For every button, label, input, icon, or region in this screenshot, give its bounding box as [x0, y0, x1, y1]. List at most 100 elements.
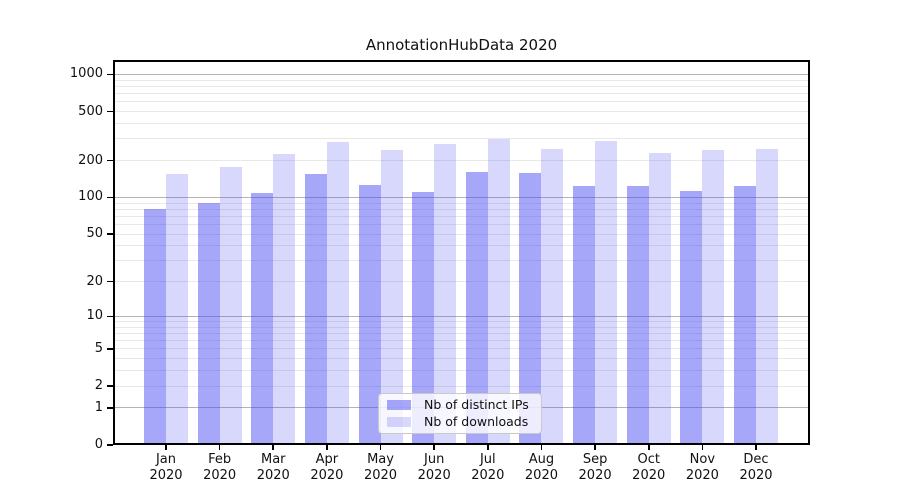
legend: Nb of distinct IPs Nb of downloads [378, 393, 542, 434]
x-tick-label-month: Mar [261, 452, 286, 467]
bar-downloads-jan [166, 174, 188, 445]
chart-title: AnnotationHubData 2020 [365, 36, 558, 54]
x-tick-label-month: Jan [155, 452, 177, 467]
bar-distinct-ips-nov [680, 191, 703, 445]
x-tick-label-year: 2020 [310, 468, 344, 483]
y-tick-mark [107, 159, 113, 162]
x-tick-label-month: May [367, 452, 394, 467]
major-gridline [113, 196, 810, 198]
y-tick-label: 2 [94, 378, 103, 394]
y-tick-mark [107, 444, 113, 446]
y-tick-mark [107, 280, 113, 283]
y-tick-mark [107, 196, 113, 199]
left-spine [113, 60, 115, 445]
bar-downloads-jul [487, 139, 510, 445]
y-tick-label: 5 [94, 340, 103, 356]
bar-downloads-may [380, 149, 403, 445]
y-tick-mark [107, 233, 113, 235]
y-tick-label: 500 [78, 103, 103, 119]
x-tick-label-month: Sep [582, 452, 608, 467]
x-tick-mark [701, 445, 704, 450]
bar-downloads-dec [756, 148, 778, 445]
major-gridline [113, 73, 810, 75]
minor-gridline [113, 281, 810, 283]
minor-gridline [113, 111, 810, 113]
y-tick-label: 20 [86, 273, 103, 289]
bar-distinct-ips-jan [144, 209, 166, 445]
bar-downloads-oct [648, 153, 671, 445]
x-tick-mark [755, 445, 757, 450]
x-tick-label-month: Dec [743, 452, 769, 467]
bar-distinct-ips-aug [519, 172, 542, 445]
minor-gridline [113, 326, 810, 328]
bar-distinct-ips-dec [734, 185, 756, 445]
y-tick-label: 1000 [69, 66, 103, 82]
x-tick-label-year: 2020 [739, 468, 773, 483]
bar-downloads-mar [273, 154, 296, 445]
bar-distinct-ips-apr [304, 174, 327, 445]
x-tick-label-month: Jul [479, 452, 496, 467]
y-tick-label: 200 [78, 152, 103, 168]
x-tick-label: Feb 2020 [185, 452, 255, 484]
x-tick-label-year: 2020 [471, 468, 505, 483]
minor-gridline [113, 321, 810, 322]
x-tick-label-month: Nov [689, 452, 716, 467]
x-tick-label: Jun 2020 [399, 452, 469, 484]
x-tick-label: Nov 2020 [667, 452, 737, 484]
x-tick-mark [540, 445, 543, 450]
minor-gridline [113, 370, 810, 372]
x-tick-label-year: 2020 [256, 468, 290, 483]
minor-gridline [113, 358, 810, 360]
minor-gridline [113, 93, 810, 95]
y-tick-mark [107, 407, 113, 409]
minor-gridline [113, 340, 810, 342]
x-tick-label-year: 2020 [203, 468, 237, 483]
bar-distinct-ips-jul [465, 171, 488, 445]
bar-downloads-sep [595, 140, 618, 445]
minor-gridline [113, 233, 810, 235]
x-tick-label: Apr 2020 [292, 452, 362, 484]
minor-gridline [113, 138, 810, 140]
x-tick-mark [218, 445, 221, 450]
bar-downloads-jun [434, 144, 457, 445]
x-tick-label: May 2020 [346, 452, 416, 484]
x-tick-label-year: 2020 [632, 468, 666, 483]
minor-gridline [113, 85, 810, 87]
minor-gridline [113, 260, 810, 262]
bar-downloads-aug [541, 149, 564, 445]
y-tick-mark [107, 348, 113, 350]
x-tick-label-month: Oct [637, 452, 660, 467]
x-tick-label: Jan 2020 [131, 452, 201, 484]
minor-gridline [113, 348, 810, 350]
y-tick-label: 1 [94, 399, 103, 415]
x-tick-label-month: Aug [528, 452, 555, 467]
bar-distinct-ips-oct [626, 185, 649, 445]
legend-item-distinct-ips: Nb of distinct IPs [387, 397, 533, 414]
x-tick-mark [326, 445, 328, 450]
bar-distinct-ips-jun [412, 192, 435, 445]
top-spine [113, 60, 810, 62]
legend-label-downloads: Nb of downloads [424, 413, 529, 429]
x-tick-label: Oct 2020 [614, 452, 684, 484]
x-tick-label-year: 2020 [417, 468, 451, 483]
x-tick-mark [487, 445, 489, 450]
y-tick-label: 50 [86, 226, 103, 242]
y-tick-mark [107, 110, 113, 113]
y-tick-label: 100 [78, 189, 103, 205]
major-gridline [113, 315, 810, 317]
bar-downloads-feb [219, 166, 242, 445]
x-tick-label-year: 2020 [524, 468, 558, 483]
x-tick-mark [594, 445, 596, 450]
x-tick-mark [165, 445, 167, 450]
minor-gridline [113, 123, 810, 124]
y-tick-label: 10 [86, 308, 103, 324]
y-tick-label: 0 [94, 437, 103, 452]
x-tick-label-year: 2020 [685, 468, 719, 483]
x-tick-mark [272, 445, 275, 450]
legend-swatch-downloads [387, 416, 411, 427]
y-tick-mark [107, 73, 113, 76]
x-tick-mark [379, 445, 382, 450]
x-tick-label: Dec 2020 [721, 452, 791, 484]
right-spine [808, 60, 810, 445]
